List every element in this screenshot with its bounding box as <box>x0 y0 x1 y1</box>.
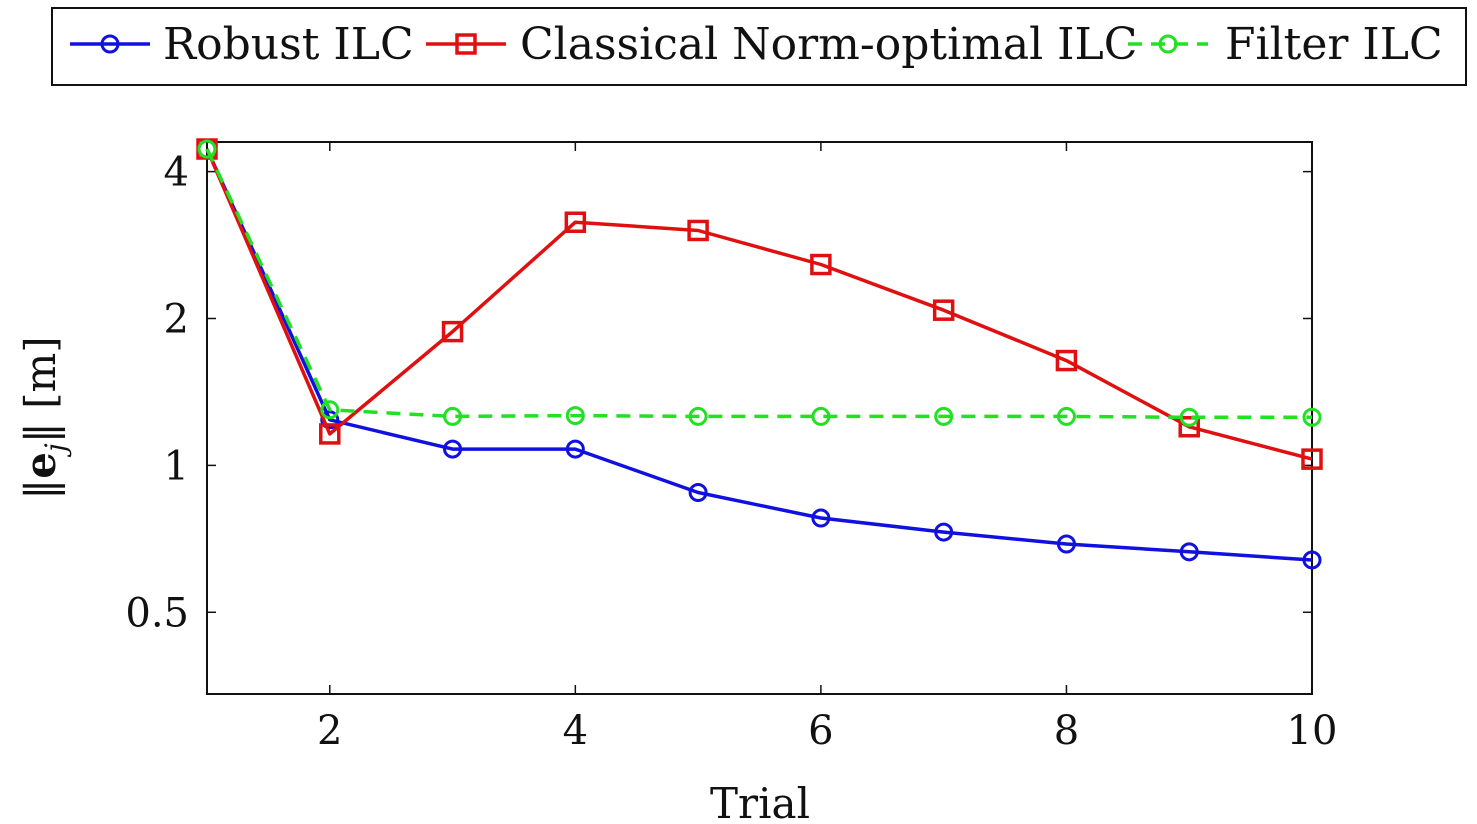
legend-label-filter-ilc: Filter ILC <box>1225 19 1443 70</box>
data-point-filter-ilc <box>811 406 831 426</box>
y-axis-label: ‖ej‖ [m] <box>16 336 72 499</box>
legend-marker-filter-ilc <box>1158 34 1178 54</box>
data-point-filter-ilc <box>320 400 340 420</box>
data-point-robust-ilc <box>1179 542 1199 562</box>
data-point-classical-norm-optimal-ilc <box>932 299 955 321</box>
data-point-filter-ilc <box>1056 406 1076 426</box>
series-layer <box>196 138 1323 570</box>
data-point-filter-ilc <box>1179 407 1199 427</box>
x-axis-label: Trial <box>710 779 810 824</box>
y-tick-label: 4 <box>164 150 189 196</box>
x-tick-label: 6 <box>808 708 833 754</box>
y-tick-label: 0.5 <box>125 590 189 636</box>
y-tick-label: 2 <box>164 297 189 343</box>
series-classical-norm-optimal-ilc <box>196 138 1323 470</box>
legend-marker-robust-ilc <box>100 34 120 54</box>
series-robust-ilc <box>197 139 1322 570</box>
data-point-filter-ilc <box>443 406 463 426</box>
legend-marker-classical-norm-optimal-ilc <box>455 33 477 55</box>
legend-box <box>51 7 1467 86</box>
ticks: 2 4 6 8 10 0.5 1 2 4 <box>125 142 1337 754</box>
data-point-classical-norm-optimal-ilc <box>564 211 587 233</box>
data-point-robust-ilc <box>1056 534 1076 554</box>
data-point-classical-norm-optimal-ilc <box>1301 448 1323 470</box>
data-point-classical-norm-optimal-ilc <box>319 423 341 445</box>
x-tick-label: 8 <box>1054 708 1079 754</box>
y-axis-label-open: ‖ <box>16 479 65 500</box>
x-tick-label: 10 <box>1287 708 1338 754</box>
series-line-filter-ilc <box>205 148 1312 420</box>
data-point-classical-norm-optimal-ilc <box>441 320 464 343</box>
data-point-classical-norm-optimal-ilc <box>687 219 709 242</box>
y-axis-label-symbol: e <box>16 452 65 479</box>
data-point-classical-norm-optimal-ilc <box>1178 416 1200 438</box>
data-point-filter-ilc <box>197 139 217 159</box>
x-tick-label: 4 <box>563 708 588 754</box>
series-line-robust-ilc <box>205 148 1313 562</box>
data-point-filter-ilc <box>934 406 954 426</box>
legend: Robust ILC Classical Norm-optimal ILC Filt… <box>51 7 1467 86</box>
data-point-classical-norm-optimal-ilc <box>1055 349 1078 372</box>
data-point-robust-ilc <box>811 508 831 528</box>
data-point-robust-ilc <box>443 439 463 459</box>
y-axis-label-close: ‖ [m] <box>16 336 65 443</box>
data-point-filter-ilc <box>565 406 585 426</box>
y-tick-label: 1 <box>164 443 189 489</box>
data-point-robust-ilc <box>320 410 340 430</box>
series-line-classical-norm-optimal-ilc <box>205 148 1313 461</box>
data-point-robust-ilc <box>934 522 954 542</box>
data-point-filter-ilc <box>688 406 708 426</box>
legend-label-robust-ilc: Robust ILC <box>163 19 414 70</box>
data-point-robust-ilc <box>565 439 585 459</box>
series-filter-ilc <box>197 139 1322 427</box>
legend-label-classical-norm-optimal-ilc: Classical Norm-optimal ILC <box>520 19 1137 70</box>
data-point-robust-ilc <box>1302 550 1322 570</box>
data-point-filter-ilc <box>1302 407 1322 427</box>
data-point-classical-norm-optimal-ilc <box>810 253 832 276</box>
x-tick-label: 2 <box>317 708 342 754</box>
data-point-robust-ilc <box>688 482 708 502</box>
